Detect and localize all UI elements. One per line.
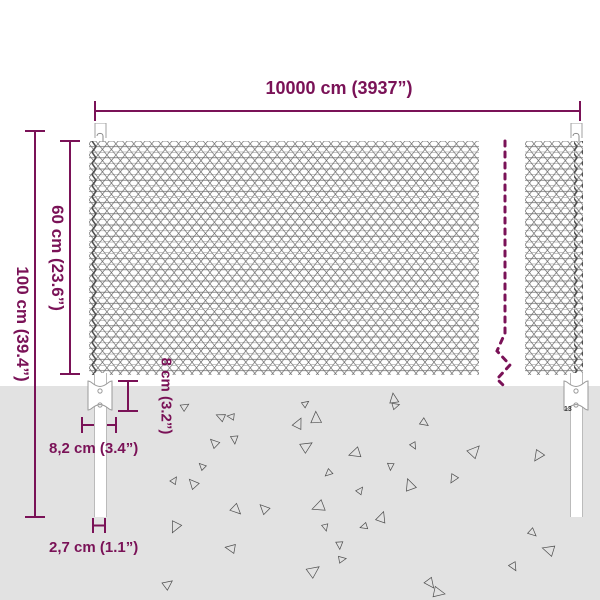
svg-text:13: 13 [564, 406, 572, 413]
